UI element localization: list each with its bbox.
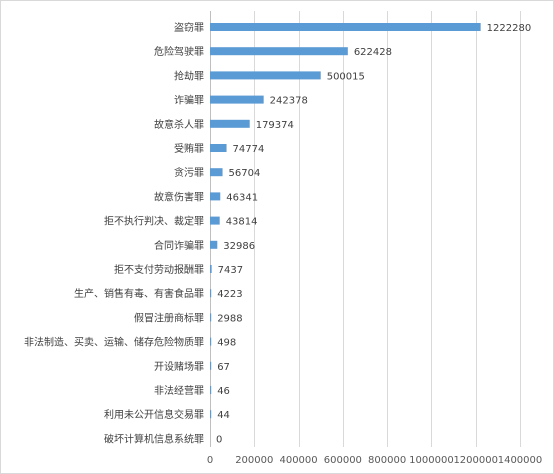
x-tick-label: 1400000 [498, 455, 543, 466]
data-label: 0 [216, 434, 222, 445]
category-label: 贪污罪 [174, 166, 204, 179]
bar [210, 71, 321, 80]
category-label: 故意杀人罪 [154, 118, 204, 131]
data-label: 56704 [229, 168, 261, 179]
bar [210, 23, 481, 31]
x-tick-label: 1000000 [409, 455, 454, 466]
data-label: 2988 [217, 313, 242, 324]
data-label: 498 [217, 338, 236, 349]
bar [210, 313, 212, 322]
bar [210, 192, 221, 201]
category-label: 故意伤害罪 [154, 190, 204, 203]
data-label: 44 [217, 410, 230, 421]
category-label: 非法制造、买卖、运输、储存危险物质罪 [24, 336, 204, 349]
x-axis-tick-labels: 0 200000 400000 600000 800000 1000000 1200000 1… [207, 455, 542, 466]
gridlines [210, 11, 521, 447]
category-label: 受贿罪 [174, 142, 204, 155]
bar [210, 289, 212, 298]
data-label: 46341 [226, 192, 258, 203]
data-label: 622428 [354, 47, 392, 58]
bar [210, 47, 348, 56]
bar [210, 337, 212, 346]
category-label: 抢劫罪 [174, 69, 204, 82]
category-label: 开设赌场罪 [154, 360, 204, 373]
category-label: 诈骗罪 [174, 94, 204, 107]
bars [210, 23, 481, 419]
category-label: 危险驾驶罪 [154, 45, 204, 58]
data-labels: 1222280 622428 500015 242378 179374 74774 5670… [216, 23, 531, 445]
x-tick-label: 400000 [279, 455, 317, 466]
bar [210, 144, 227, 152]
category-label: 拒不执行判决、裁定罪 [104, 215, 204, 228]
data-label: 242378 [270, 96, 308, 107]
bar [210, 216, 220, 225]
category-labels: 盗窃罪危险驾驶罪抢劫罪诈骗罪故意杀人罪受贿罪贪污罪故意伤害罪拒不执行判决、裁定罪… [24, 21, 204, 445]
data-label: 43814 [226, 217, 258, 228]
data-label: 7437 [218, 265, 243, 276]
bar [210, 386, 212, 394]
category-label: 非法经营罪 [154, 384, 204, 397]
data-label: 74774 [233, 144, 265, 155]
category-label: 生产、销售有毒、有害食品罪 [74, 287, 204, 300]
x-tick-label: 0 [207, 455, 213, 466]
category-label: 假冒注册商标罪 [134, 311, 204, 324]
bar [210, 168, 223, 177]
data-label: 1222280 [487, 23, 532, 34]
data-label: 4223 [217, 289, 242, 300]
bar [210, 265, 212, 273]
x-tick-label: 200000 [235, 455, 273, 466]
data-label: 67 [217, 362, 230, 373]
bar [210, 95, 264, 104]
category-label: 拒不支付劳动报酬罪 [114, 263, 204, 276]
x-tick-label: 1200000 [453, 455, 498, 466]
bar [210, 410, 212, 419]
data-label: 46 [217, 386, 230, 397]
category-label: 盗窃罪 [174, 21, 204, 34]
data-label: 179374 [256, 120, 294, 131]
bar [210, 361, 212, 370]
category-label: 破坏计算机信息系统罪 [104, 432, 204, 445]
x-tick-label: 600000 [324, 455, 362, 466]
data-label: 32986 [223, 241, 255, 252]
x-tick-label: 800000 [368, 455, 406, 466]
category-label: 利用未公开信息交易罪 [104, 408, 204, 421]
category-label: 合同诈骗罪 [154, 239, 204, 252]
data-label: 500015 [327, 71, 365, 82]
bar [210, 240, 218, 249]
bar [210, 119, 250, 128]
